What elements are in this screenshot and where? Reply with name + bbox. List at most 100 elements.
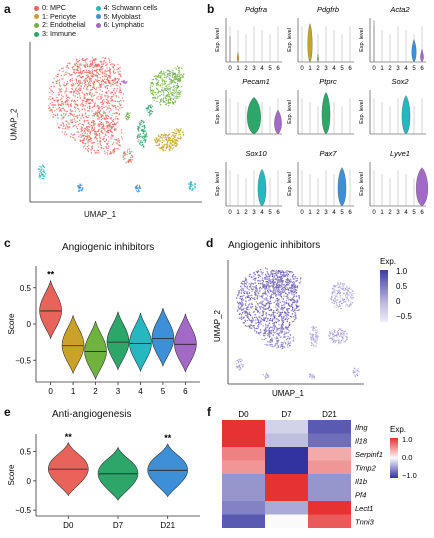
umap-point: [89, 82, 91, 84]
umap-score-point: [352, 292, 354, 295]
umap-point: [79, 76, 82, 78]
umap-point: [149, 105, 152, 108]
umap-point: [66, 81, 68, 83]
umap-point: [80, 64, 82, 66]
umap-point: [79, 64, 81, 66]
umap-score-point: [279, 295, 281, 297]
umap-point: [112, 112, 114, 115]
umap-score-point: [340, 308, 342, 310]
umap-point: [74, 124, 76, 126]
umap-point: [177, 74, 179, 76]
umap-score-point: [240, 362, 243, 365]
umap-point: [75, 90, 77, 92]
umap-point: [155, 79, 157, 81]
umap-score-point: [273, 291, 275, 293]
umap-point: [63, 108, 65, 111]
umap-score-point: [277, 346, 280, 348]
umap-score-point: [282, 291, 284, 294]
umap-point: [90, 139, 92, 142]
umap-score-point: [339, 292, 341, 295]
umap-point: [81, 114, 84, 117]
umap-point: [99, 61, 102, 63]
umap-point: [178, 89, 180, 92]
umap-point: [177, 67, 180, 69]
umap-point: [81, 184, 83, 186]
umap-point: [178, 133, 180, 135]
umap-point: [172, 94, 174, 96]
umap-score-point: [265, 277, 268, 279]
legend-swatch: [95, 14, 101, 20]
umap-score-point: [261, 303, 264, 305]
umap-score-point: [334, 289, 336, 291]
umap-score-point: [257, 291, 259, 293]
umap-score-point: [346, 286, 348, 288]
violin-shape: [236, 52, 240, 63]
umap-score-point: [333, 300, 335, 303]
umap-score-point: [315, 332, 317, 334]
umap-point: [84, 135, 87, 138]
umap-score-point: [290, 287, 293, 290]
umap-score-point: [339, 305, 341, 308]
legend-item: 6: Lymphatic: [95, 21, 158, 30]
umap-point: [39, 176, 41, 179]
umap-point: [83, 80, 85, 82]
umap-point: [65, 124, 68, 126]
umap-point: [79, 183, 81, 185]
heatmap-cell: [308, 487, 351, 501]
umap-point: [72, 66, 74, 68]
umap-point: [92, 66, 94, 69]
umap-point: [70, 109, 72, 112]
umap-score-point: [261, 273, 263, 275]
umap-point: [169, 90, 171, 92]
umap-point: [98, 111, 101, 113]
umap-score-point: [255, 316, 257, 318]
umap-point: [54, 110, 56, 112]
umap-score-point: [281, 347, 284, 350]
umap-score-point: [286, 287, 288, 289]
umap-point: [166, 102, 168, 105]
umap-point: [159, 136, 161, 139]
umap-score-point: [276, 337, 279, 339]
umap-point: [91, 126, 94, 128]
umap-score-point: [246, 308, 248, 311]
umap-score-point: [333, 288, 335, 290]
umap-score-point: [254, 298, 256, 301]
umap-point: [122, 158, 125, 160]
umap-point: [171, 91, 173, 94]
umap-score-point: [252, 320, 254, 322]
umap-score-point: [268, 313, 270, 316]
umap-point: [58, 110, 61, 112]
umap-score-point: [278, 335, 280, 337]
umap-score-point: [244, 320, 247, 323]
umap-score-point: [282, 281, 284, 284]
x-tick-label: D21: [160, 521, 175, 530]
umap-point: [79, 122, 81, 125]
umap-point: [81, 99, 83, 102]
umap-point: [159, 85, 162, 87]
colorbar-tick-label: 1.0: [396, 267, 408, 276]
umap-point: [167, 105, 170, 107]
umap-score-point: [311, 343, 314, 345]
umap-score-point: [236, 301, 239, 303]
umap-score-point: [259, 269, 262, 271]
umap-score-point: [291, 271, 294, 273]
umap-point: [98, 152, 100, 154]
umap-point: [163, 140, 165, 142]
umap-point: [151, 85, 153, 87]
umap-point: [102, 83, 104, 85]
umap-point: [175, 96, 177, 98]
umap-score-point: [289, 341, 292, 343]
umap-point: [52, 116, 54, 119]
umap-point: [139, 127, 141, 129]
umap-point: [67, 72, 69, 74]
umap-point: [117, 138, 120, 140]
umap-score-point: [270, 273, 273, 275]
umap-point: [74, 83, 77, 85]
umap-score-point: [338, 341, 340, 343]
umap-point: [113, 94, 115, 96]
umap-score-point: [272, 315, 275, 318]
umap-score-point: [282, 280, 284, 282]
significance-marker: **: [164, 433, 172, 443]
